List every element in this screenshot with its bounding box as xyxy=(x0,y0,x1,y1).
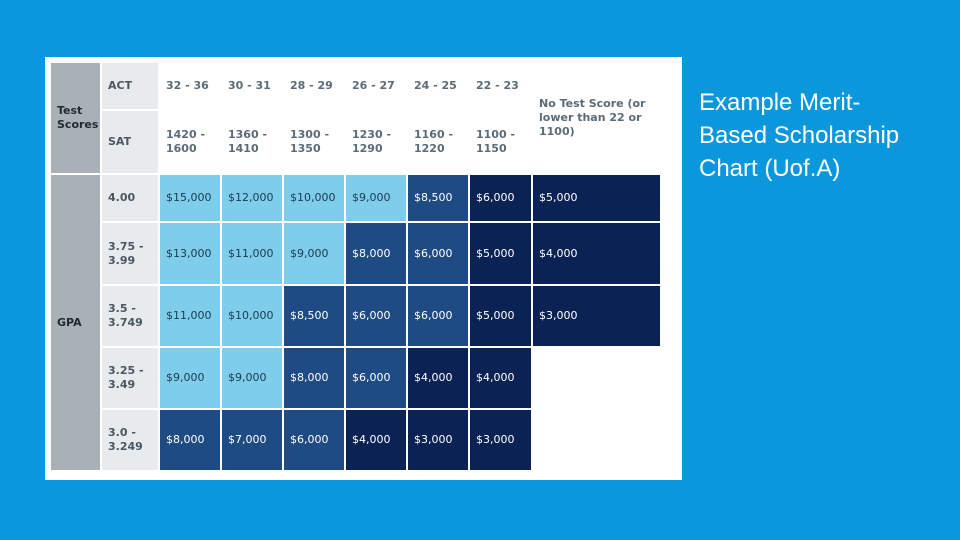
award-cell: $6,000 xyxy=(282,408,346,472)
gpa-range: 3.5 - 3.749 xyxy=(100,284,160,348)
slide-title-line-2: Based Scholarship xyxy=(699,122,900,149)
award-cell: $6,000 xyxy=(344,346,408,410)
award-cell: $4,000 xyxy=(344,408,408,472)
award-cell: $8,500 xyxy=(282,284,346,348)
sat-range: 1100 - 1150 xyxy=(468,109,533,175)
gpa-range: 3.25 - 3.49 xyxy=(100,346,160,410)
sat-row-label: SAT xyxy=(100,109,160,175)
award-cell: $4,000 xyxy=(406,346,470,410)
award-cell: $9,000 xyxy=(282,221,346,286)
scholarship-chart: Test Scores ACT 32 - 36 30 - 31 28 - 29 … xyxy=(45,57,682,480)
gpa-axis-label: GPA xyxy=(49,173,102,472)
award-cell: $6,000 xyxy=(344,284,408,348)
test-scores-axis-label: Test Scores xyxy=(49,61,102,175)
award-cell: $3,000 xyxy=(406,408,470,472)
no-test-score-header: No Test Score (or lower than 22 or 1100) xyxy=(531,61,662,175)
award-cell-empty xyxy=(531,346,662,410)
sat-range: 1160 - 1220 xyxy=(406,109,470,175)
award-cell: $3,000 xyxy=(531,284,662,348)
award-cell: $10,000 xyxy=(220,284,284,348)
act-range: 32 - 36 xyxy=(158,61,222,111)
award-cell: $4,000 xyxy=(531,221,662,286)
slide-title-line-1: Example Merit- xyxy=(699,89,861,116)
award-cell: $8,500 xyxy=(406,173,470,223)
act-range: 26 - 27 xyxy=(344,61,408,111)
award-cell: $8,000 xyxy=(344,221,408,286)
award-cell: $11,000 xyxy=(158,284,222,348)
award-cell: $6,000 xyxy=(406,284,470,348)
award-cell: $3,000 xyxy=(468,408,533,472)
award-cell: $9,000 xyxy=(344,173,408,223)
act-row-label: ACT xyxy=(100,61,160,111)
scholarship-table: Test Scores ACT 32 - 36 30 - 31 28 - 29 … xyxy=(49,61,662,472)
award-cell: $6,000 xyxy=(468,173,533,223)
award-cell: $7,000 xyxy=(220,408,284,472)
sat-range: 1300 - 1350 xyxy=(282,109,346,175)
award-cell: $11,000 xyxy=(220,221,284,286)
gpa-range: 3.0 - 3.249 xyxy=(100,408,160,472)
award-cell: $10,000 xyxy=(282,173,346,223)
act-range: 24 - 25 xyxy=(406,61,470,111)
award-cell: $5,000 xyxy=(531,173,662,223)
award-cell: $5,000 xyxy=(468,221,533,286)
sat-range: 1230 - 1290 xyxy=(344,109,408,175)
sat-range: 1420 - 1600 xyxy=(158,109,222,175)
award-cell: $8,000 xyxy=(158,408,222,472)
award-cell: $12,000 xyxy=(220,173,284,223)
gpa-range: 3.75 - 3.99 xyxy=(100,221,160,286)
gpa-range: 4.00 xyxy=(100,173,160,223)
act-range: 30 - 31 xyxy=(220,61,284,111)
act-range: 22 - 23 xyxy=(468,61,533,111)
award-cell: $9,000 xyxy=(220,346,284,410)
award-cell-empty xyxy=(531,408,662,472)
award-cell: $6,000 xyxy=(406,221,470,286)
slide-title-line-3: Chart (Uof.A) xyxy=(699,155,841,182)
award-cell: $13,000 xyxy=(158,221,222,286)
slide-title: Example Merit- Based Scholarship Chart (… xyxy=(699,86,949,185)
act-range: 28 - 29 xyxy=(282,61,346,111)
award-cell: $8,000 xyxy=(282,346,346,410)
award-cell: $4,000 xyxy=(468,346,533,410)
sat-range: 1360 - 1410 xyxy=(220,109,284,175)
award-cell: $5,000 xyxy=(468,284,533,348)
award-cell: $9,000 xyxy=(158,346,222,410)
award-cell: $15,000 xyxy=(158,173,222,223)
